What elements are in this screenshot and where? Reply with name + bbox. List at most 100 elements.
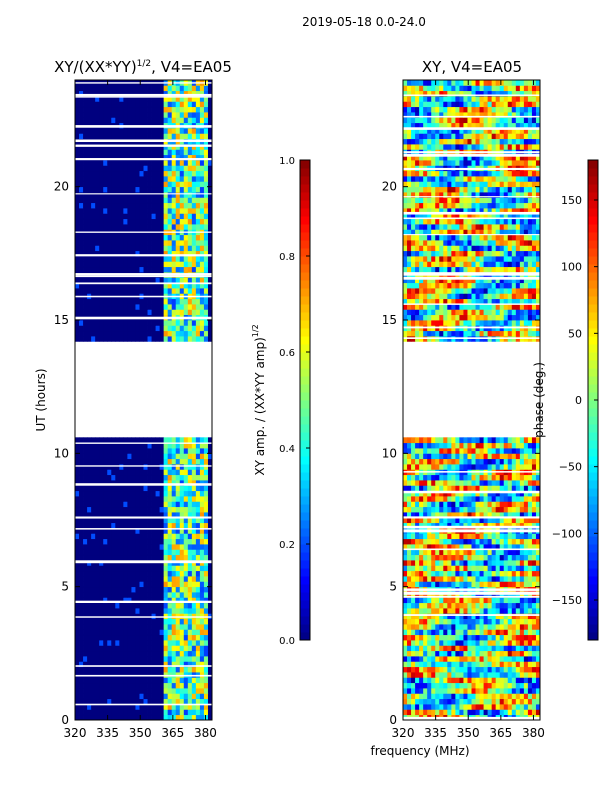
- phase-heatmap-cell: [455, 597, 460, 604]
- phase-heatmap-cell: [411, 565, 416, 572]
- phase-heatmap-cell: [435, 544, 440, 550]
- amp-heatmap-cell: [123, 469, 128, 476]
- phase-heatmap-cell: [451, 677, 456, 684]
- amp-heatmap-cell: [91, 672, 96, 678]
- amp-heatmap-cell: [115, 490, 120, 497]
- phase-heatmap-cell: [403, 554, 408, 561]
- amp-heatmap-cell: [207, 672, 213, 678]
- amp-heatmap-cell: [115, 234, 120, 241]
- amp-heatmap-cell: [167, 618, 173, 625]
- amp-heatmap-cell: [163, 576, 169, 582]
- phase-heatmap-cell: [511, 688, 517, 694]
- amp-heatmap-cell: [83, 533, 88, 540]
- amp-heatmap-cell: [155, 202, 161, 209]
- amp-heatmap-cell: [103, 704, 108, 710]
- amp-heatmap-cell: [119, 464, 124, 470]
- phase-heatmap-cell: [467, 656, 472, 662]
- phase-heatmap-cell: [439, 565, 444, 572]
- amp-heatmap-cell: [99, 538, 104, 545]
- amp-heatmap-cell: [191, 336, 197, 342]
- amp-heatmap-cell: [167, 645, 173, 652]
- amp-heatmap-cell: [95, 528, 100, 534]
- amp-heatmap-cell: [91, 336, 96, 342]
- amp-heatmap-cell: [115, 672, 120, 678]
- amp-heatmap-cell: [103, 464, 108, 470]
- amp-heatmap-cell: [91, 288, 96, 294]
- phase-heatmap-cell: [515, 698, 521, 705]
- amp-heatmap-cell: [175, 224, 181, 230]
- amp-heatmap-cell: [167, 709, 173, 716]
- amp-heatmap-cell: [107, 234, 112, 241]
- phase-heatmap-cell: [523, 570, 529, 577]
- amp-heatmap-cell: [155, 608, 161, 614]
- amp-heatmap-cell: [159, 90, 165, 97]
- amp-heatmap-cell: [159, 613, 165, 620]
- amp-heatmap-cell: [75, 128, 80, 134]
- amp-heatmap-cell: [139, 464, 144, 470]
- amp-heatmap-cell: [163, 597, 169, 604]
- amp-heatmap-cell: [111, 330, 116, 337]
- phase-heatmap-cell: [439, 549, 444, 556]
- phase-heatmap-cell: [439, 592, 444, 598]
- amp-heatmap-cell: [103, 149, 108, 156]
- amp-heatmap-cell: [139, 336, 144, 342]
- amp-heatmap-cell: [179, 309, 185, 316]
- amp-heatmap-cell: [99, 709, 104, 716]
- phase-heatmap-cell: [431, 576, 436, 582]
- amp-heatmap-cell: [183, 309, 189, 316]
- amp-heatmap-cell: [159, 698, 165, 705]
- amp-heatmap-cell: [119, 240, 124, 246]
- amp-heatmap-cell: [115, 480, 120, 486]
- amp-colorbar-ticks: 0.00.20.40.60.81.0: [279, 156, 310, 647]
- phase-heatmap-cell: [439, 506, 444, 513]
- amp-heatmap-cell: [183, 320, 189, 326]
- amp-heatmap-cell: [159, 101, 165, 108]
- amp-heatmap-cell: [167, 554, 173, 561]
- amp-heatmap-cell: [83, 554, 88, 561]
- phase-heatmap-cell: [427, 634, 432, 641]
- amp-heatmap-cell: [91, 112, 96, 118]
- amp-heatmap-cell: [203, 512, 209, 518]
- amp-heatmap-cell: [143, 266, 148, 273]
- amp-heatmap-cell: [159, 666, 165, 673]
- amp-heatmap-cell: [203, 106, 209, 113]
- amp-heatmap-cell: [207, 645, 213, 652]
- amp-heatmap-cell: [179, 485, 185, 492]
- amp-heatmap-cell: [115, 549, 120, 556]
- amp-heatmap-cell: [143, 528, 148, 534]
- amp-heatmap-cell: [75, 629, 80, 636]
- amp-heatmap-cell: [207, 288, 213, 294]
- amp-heatmap-cell: [151, 592, 156, 598]
- amp-heatmap-cell: [151, 554, 156, 561]
- phase-heatmap-cell: [451, 517, 456, 524]
- phase-heatmap-cell: [503, 618, 509, 625]
- amp-heatmap-cell: [83, 106, 88, 113]
- amp-heatmap-cell: [139, 565, 144, 572]
- phase-heatmap-cell: [503, 640, 509, 646]
- amp-heatmap-cell: [179, 325, 185, 332]
- phase-heatmap-cell: [503, 581, 509, 588]
- amp-heatmap-cell: [191, 309, 197, 316]
- amp-heatmap-cell: [107, 330, 112, 337]
- amp-heatmap-cell: [111, 442, 116, 449]
- amp-heatmap-cell: [187, 197, 193, 204]
- amp-heatmap-cell: [143, 320, 148, 326]
- amp-heatmap-cell: [175, 533, 181, 540]
- phase-heatmap-cell: [527, 602, 533, 609]
- phase-heatmap-cell: [403, 613, 408, 620]
- amp-heatmap-cell: [191, 453, 197, 460]
- phase-heatmap-cell: [495, 624, 501, 630]
- phase-heatmap-cell: [523, 682, 529, 689]
- amp-heatmap-cell: [99, 208, 104, 214]
- amp-heatmap-cell: [95, 501, 100, 508]
- phase-heatmap-cell: [455, 666, 460, 673]
- amp-heatmap-cell: [83, 266, 88, 273]
- amp-heatmap-cell: [207, 688, 213, 694]
- phase-heatmap-cell: [407, 666, 412, 673]
- amp-heatmap-cell: [131, 133, 136, 140]
- amp-heatmap-cell: [91, 176, 96, 182]
- amp-heatmap-cell: [203, 608, 209, 614]
- amp-heatmap-cell: [99, 661, 104, 668]
- phase-heatmap-cell: [451, 613, 456, 620]
- amp-heatmap-cell: [107, 282, 112, 289]
